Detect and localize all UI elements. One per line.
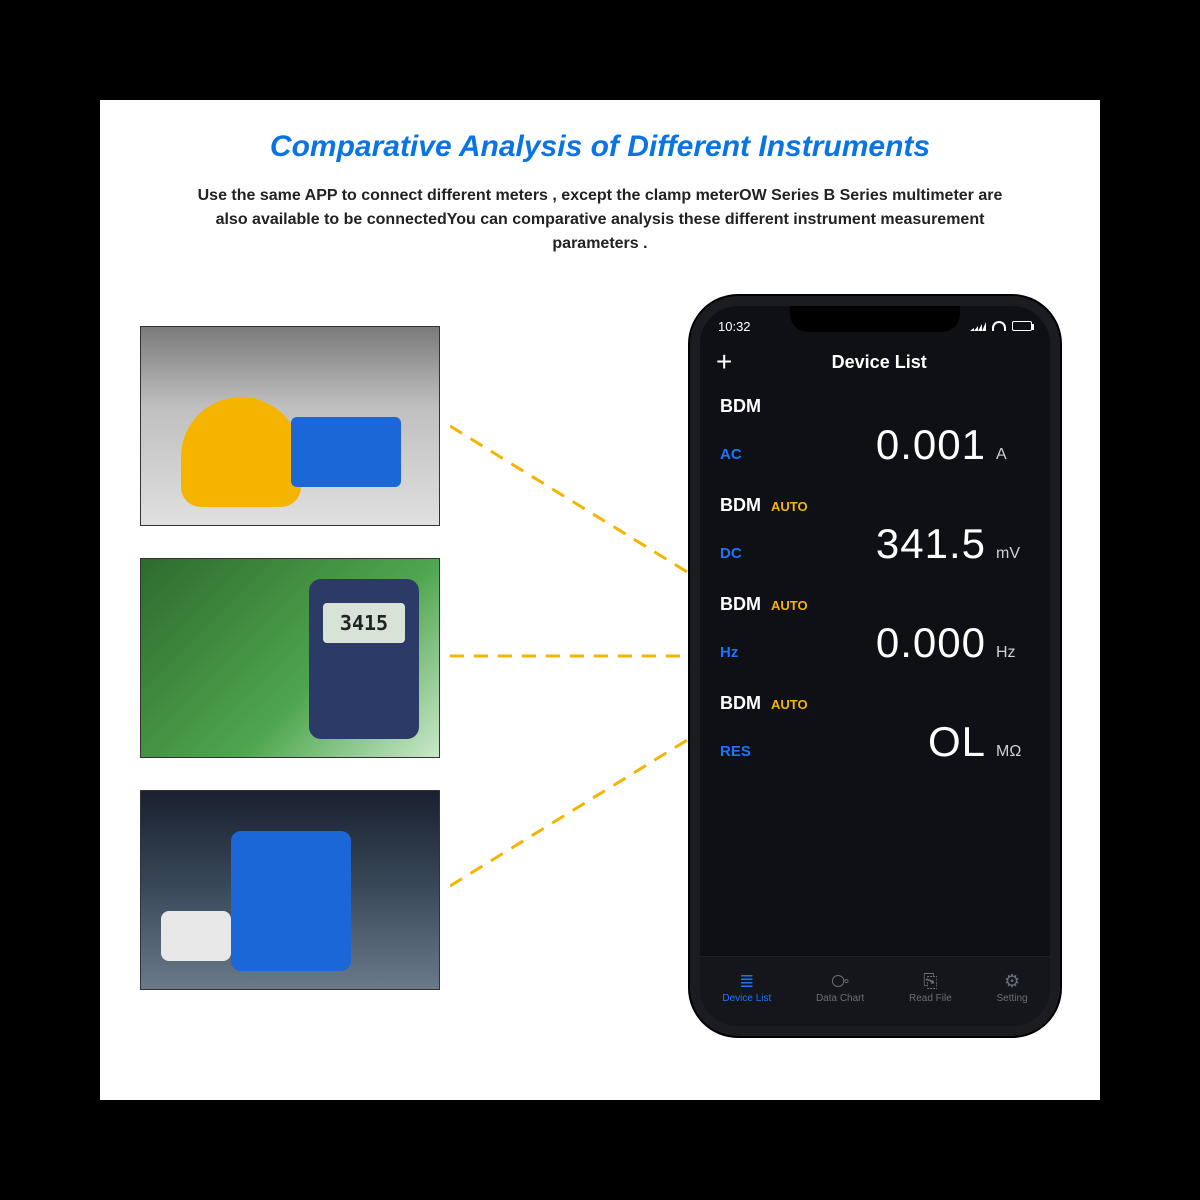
thumbnail-column [140,296,440,990]
auto-badge: AUTO [771,499,808,514]
phone-mockup: 10:32 + Device List BDM AC0.001 A BDM AUTO DC… [690,296,1060,1036]
thumbnail-pcb-multimeter [140,558,440,758]
connector-lines [450,326,710,1026]
reading-unit: mV [996,545,1030,563]
app-header: + Device List [700,338,1050,390]
content-row: 10:32 + Device List BDM AC0.001 A BDM AUTO DC… [140,296,1060,1036]
reading-entry[interactable]: BDM AC0.001 A [716,390,1034,481]
reading-value: OL [766,718,986,766]
signal-icon [970,321,986,331]
device-name: BDM [720,693,761,714]
tab-setting[interactable]: ⚙ Setting [996,972,1027,1004]
phone-notch [790,306,960,332]
reading-value: 0.001 [766,421,986,469]
tab-bar: ≣ Device List ⧂ Data Chart ⎘ Read File ⚙ Settin… [700,956,1050,1026]
status-indicators [970,321,1032,331]
reading-entry[interactable]: BDMAUTOHz0.000Hz [716,588,1034,679]
infographic-card: Comparative Analysis of Different Instru… [100,100,1100,1100]
tab-label: Data Chart [816,993,864,1004]
reading-entry[interactable]: BDM AUTO DC341.5 mV [716,489,1034,580]
page-subtitle: Use the same APP to connect different me… [190,184,1010,256]
mode-label: DC [720,545,766,562]
tab-read-file[interactable]: ⎘ Read File [909,972,952,1004]
tab-icon: ≣ [739,972,754,990]
reading-value: 341.5 [766,520,986,568]
readings-list: BDMAC0.001ABDMAUTODC341.5mVBDMAUTOHz0.00… [700,390,1050,778]
mode-label: AC [720,446,766,463]
wifi-icon [992,321,1006,331]
tab-label: Device List [722,993,771,1004]
auto-badge: AUTO [771,598,808,613]
tab-label: Read File [909,993,952,1004]
thumbnail-car-multimeter [140,790,440,990]
page-title: Comparative Analysis of Different Instru… [140,130,1060,164]
tab-data-chart[interactable]: ⧂ Data Chart [816,972,864,1004]
header-title: Device List [752,352,1006,373]
device-name: BDM [720,396,761,417]
reading-entry[interactable]: BDM AUTO RESOL MΩ [716,687,1034,778]
mode-label: Hz [720,644,766,661]
battery-icon [1012,321,1032,331]
add-device-button[interactable]: + [716,348,732,376]
auto-badge: AUTO [771,697,808,712]
status-time: 10:32 [718,319,751,334]
thumbnail-clamp-meter [140,326,440,526]
device-name: BDM [720,594,761,615]
reading-unit: Hz [996,644,1030,662]
tab-icon: ⎘ [923,972,937,990]
reading-unit: A [996,446,1030,464]
reading-unit: MΩ [996,743,1030,761]
tab-icon: ⧂ [831,972,849,990]
reading-value: 0.000 [766,619,986,667]
tab-label: Setting [996,993,1027,1004]
tab-icon: ⚙ [1004,972,1020,990]
mode-label: RES [720,743,766,760]
tab-device-list[interactable]: ≣ Device List [722,972,771,1004]
device-name: BDM [720,495,761,516]
